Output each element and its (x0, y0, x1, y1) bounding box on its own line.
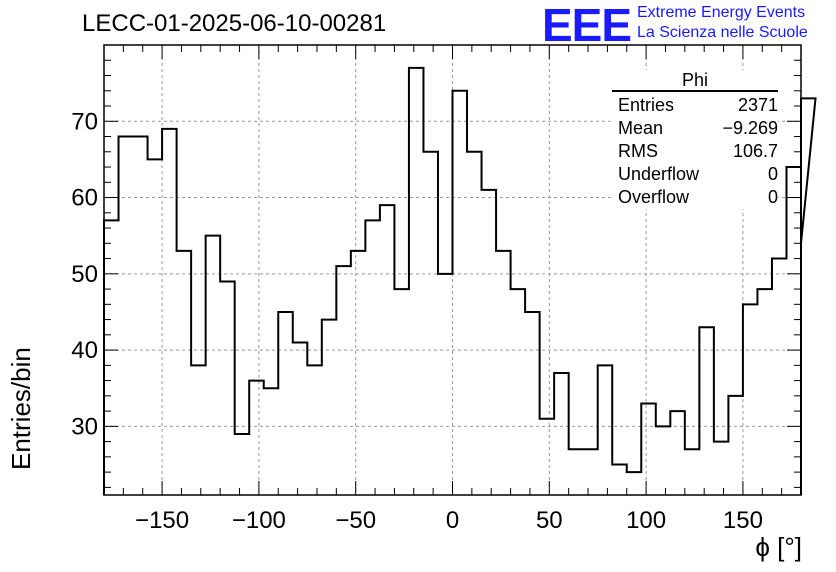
stats-value: 0 (767, 187, 778, 207)
x-tick-label: 50 (536, 507, 563, 534)
chart-title: LECC-01-2025-06-10-00281 (82, 10, 387, 37)
logo-line-2: La Scienza nelle Scuole (637, 24, 808, 41)
y-tick-label: 40 (71, 337, 98, 364)
stats-label: Underflow (618, 164, 700, 184)
y-tick-label: 70 (71, 108, 98, 135)
stats-value: 106.7 (732, 141, 778, 161)
stats-label: Entries (618, 95, 675, 115)
logo-line-1: Extreme Energy Events (637, 4, 806, 21)
stats-label: Overflow (618, 187, 690, 207)
stats-row-overflow: Overflow 0 (612, 186, 778, 209)
stats-row-mean: Mean −9.269 (612, 117, 778, 140)
x-tick-label: −50 (335, 507, 376, 534)
y-tick-label: 60 (71, 185, 98, 212)
stats-row-underflow: Underflow 0 (612, 163, 778, 186)
x-tick-label: −150 (135, 507, 189, 534)
stats-row-entries: Entries 2371 (612, 94, 778, 117)
y-tick-label: 30 (71, 413, 98, 440)
stats-title: Phi (612, 70, 778, 92)
y-axis-label: Entries/bin (6, 347, 36, 470)
stats-box: Phi Entries 2371 Mean −9.269 RMS 106.7 U… (612, 70, 778, 209)
eee-logo: EEE (542, 0, 632, 51)
x-tick-label: 0 (446, 507, 459, 534)
y-tick-label: 50 (71, 261, 98, 288)
histogram-series (103, 66, 817, 495)
x-axis-label: ϕ [°] (755, 532, 802, 562)
stats-value: 0 (767, 164, 778, 184)
stats-row-rms: RMS 106.7 (612, 140, 778, 163)
x-tick-label: −100 (232, 507, 286, 534)
stats-label: Mean (618, 118, 664, 138)
x-tick-label: 100 (626, 507, 666, 534)
x-tick-label: 150 (723, 507, 763, 534)
stats-value: 2371 (737, 95, 778, 115)
stats-value: −9.269 (722, 118, 778, 138)
stats-label: RMS (618, 141, 658, 161)
